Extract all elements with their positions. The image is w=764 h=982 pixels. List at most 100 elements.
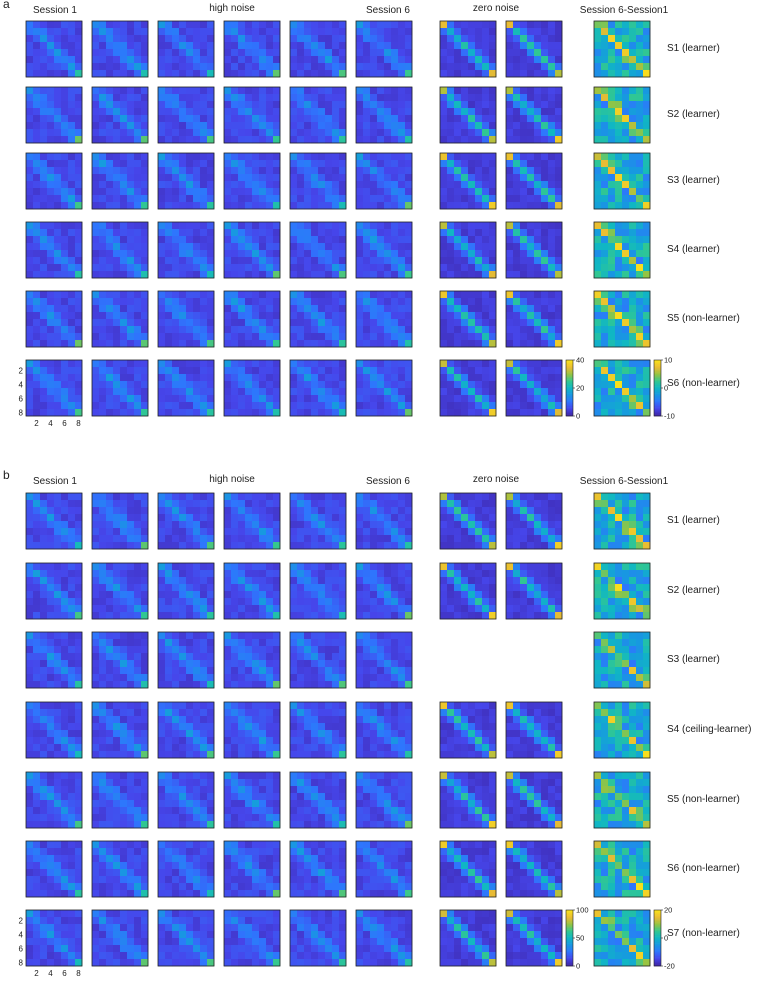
matrix-cell (165, 577, 173, 585)
matrix-cell (113, 653, 121, 661)
matrix-cell (106, 577, 114, 585)
matrix-cell (92, 243, 100, 251)
matrix-cell (304, 21, 312, 29)
matrix-cell (40, 298, 48, 306)
matrix-cell (304, 514, 312, 522)
matrix-cell (40, 333, 48, 341)
matrix-cell (325, 49, 333, 57)
matrix-cell (629, 136, 637, 144)
matrix-cell (377, 202, 385, 210)
matrix-cell (186, 591, 194, 599)
matrix-cell (356, 319, 364, 327)
matrix-cell (141, 521, 149, 529)
matrix-cell (92, 136, 100, 144)
matrix-cell (527, 319, 535, 327)
matrix-cell (61, 94, 69, 102)
matrix-cell (622, 257, 630, 265)
matrix-cell (468, 63, 476, 71)
matrix-cell (26, 681, 34, 689)
matrix-cell (172, 129, 180, 137)
matrix-cell (513, 122, 521, 130)
matrix-cell (92, 500, 100, 508)
matrix-cell (643, 49, 651, 57)
colorbar-step (566, 395, 573, 397)
matrix-cell (238, 381, 246, 389)
matrix-cell (252, 528, 260, 536)
matrix-cell (61, 122, 69, 130)
matrix-cell (318, 298, 326, 306)
matrix-cell (548, 122, 556, 130)
matrix-cell (339, 388, 347, 396)
matrix-cell (165, 35, 173, 43)
matrix-cell (186, 612, 194, 620)
matrix-cell (440, 153, 448, 161)
matrix-cell (26, 264, 34, 272)
matrix-cell (377, 181, 385, 189)
matrix-cell (266, 160, 274, 168)
matrix-cell (398, 521, 406, 529)
matrix-cell (33, 250, 41, 258)
matrix-cell (356, 108, 364, 116)
confusion-matrix-zero-noise (505, 20, 563, 78)
matrix-cell (68, 612, 76, 620)
matrix-cell (61, 236, 69, 244)
matrix-cell (127, 56, 135, 64)
matrix-cell (47, 374, 55, 382)
matrix-cell (75, 181, 83, 189)
matrix-cell (391, 160, 399, 168)
matrix-cell (120, 674, 128, 682)
matrix-cell (475, 243, 483, 251)
colorbar-step (654, 393, 661, 396)
matrix-cell (99, 35, 107, 43)
matrix-cell (26, 94, 34, 102)
matrix-cell (61, 136, 69, 144)
matrix-cell (134, 507, 142, 515)
matrix-cell (311, 264, 319, 272)
matrix-cell (332, 129, 340, 137)
matrix-cell (622, 21, 630, 29)
matrix-cell (134, 577, 142, 585)
confusion-matrix-zero-noise (439, 290, 497, 348)
matrix-cell (186, 257, 194, 265)
matrix-cell (158, 535, 166, 543)
matrix-cell (113, 195, 121, 203)
matrix-cell (297, 514, 305, 522)
matrix-cell (61, 305, 69, 313)
matrix-cell (405, 236, 413, 244)
matrix-cell (200, 333, 208, 341)
matrix-cell (193, 312, 201, 320)
matrix-cell (26, 115, 34, 123)
matrix-cell (594, 21, 602, 29)
matrix-cell (527, 94, 535, 102)
matrix-cell (252, 174, 260, 182)
matrix-cell (172, 326, 180, 334)
matrix-cell (370, 63, 378, 71)
matrix-cell (193, 360, 201, 368)
matrix-cell (172, 250, 180, 258)
matrix-cell (290, 409, 298, 417)
matrix-cell (601, 202, 609, 210)
matrix-cell (99, 584, 107, 592)
matrix-cell (113, 229, 121, 237)
matrix-cell (92, 181, 100, 189)
matrix-cell (26, 160, 34, 168)
matrix-cell (47, 181, 55, 189)
matrix-cell (68, 367, 76, 375)
matrix-cell (489, 409, 497, 417)
matrix-cell (475, 222, 483, 230)
matrix-cell (594, 507, 602, 515)
matrix-cell (207, 94, 215, 102)
matrix-cell (259, 236, 267, 244)
matrix-cell (555, 584, 563, 592)
matrix-cell (555, 535, 563, 543)
matrix-cell (468, 70, 476, 78)
matrix-cell (541, 298, 549, 306)
matrix-cell (332, 409, 340, 417)
matrix-cell (231, 312, 239, 320)
matrix-cell (363, 236, 371, 244)
matrix-cell (405, 493, 413, 501)
matrix-cell (506, 305, 514, 313)
matrix-cell (601, 528, 609, 536)
matrix-cell (608, 229, 616, 237)
matrix-cell (186, 94, 194, 102)
